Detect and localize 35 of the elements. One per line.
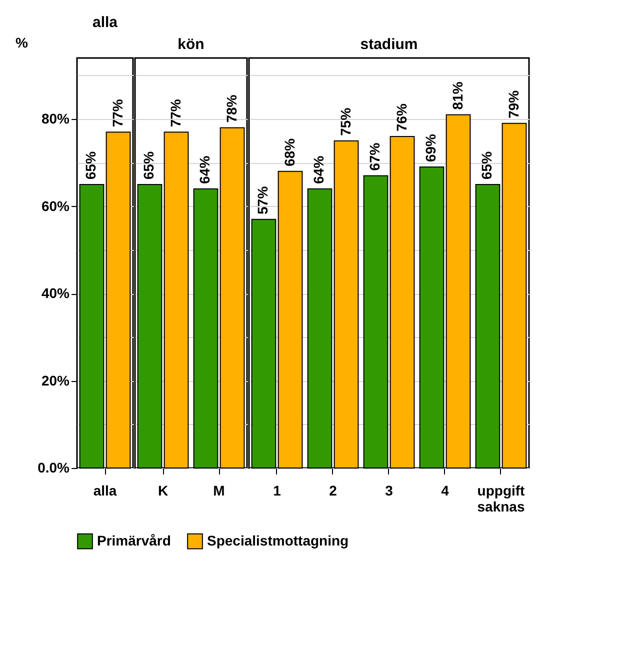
y-tick-label: 80% <box>41 110 70 127</box>
data-label: 77% <box>109 98 126 128</box>
data-label: 69% <box>422 133 439 162</box>
data-label: 65% <box>140 150 157 180</box>
data-label: 67% <box>366 142 383 171</box>
data-label: 81% <box>449 81 466 110</box>
data-label: 75% <box>337 107 354 136</box>
y-tick-label: 60% <box>41 198 70 214</box>
data-label: 64% <box>196 155 213 184</box>
data-label: 78% <box>223 94 240 123</box>
x-tick-label: 4 <box>441 482 450 498</box>
data-label: 57% <box>254 186 271 214</box>
y-tick-label: 40% <box>41 285 70 302</box>
legend-label: Specialistmottagning <box>207 532 349 548</box>
data-label: 68% <box>281 138 298 166</box>
x-tick-label: 1 <box>273 482 282 498</box>
x-tick-label: 2 <box>329 482 338 498</box>
data-label: 77% <box>167 98 184 128</box>
data-label: 79% <box>505 90 522 118</box>
data-label: 64% <box>310 155 327 184</box>
x-tick-label: K <box>158 482 168 498</box>
data-label: 76% <box>393 102 410 132</box>
x-tick-label: M <box>213 482 225 498</box>
legend-label: Primärvård <box>97 532 171 548</box>
chart-title: stadium <box>360 36 418 53</box>
y-axis-title: % <box>16 34 28 50</box>
data-label: 65% <box>478 150 495 180</box>
y-tick-label: 0.0% <box>38 460 70 476</box>
chart-title: kön <box>178 36 204 53</box>
x-tick-label: 3 <box>385 482 394 498</box>
data-label: 65% <box>82 150 99 180</box>
x-tick-label: uppgift saknas <box>477 482 526 514</box>
x-tick-label: alla <box>93 482 117 498</box>
chart-title: alla <box>92 14 118 31</box>
y-tick-label: 20% <box>41 372 70 388</box>
